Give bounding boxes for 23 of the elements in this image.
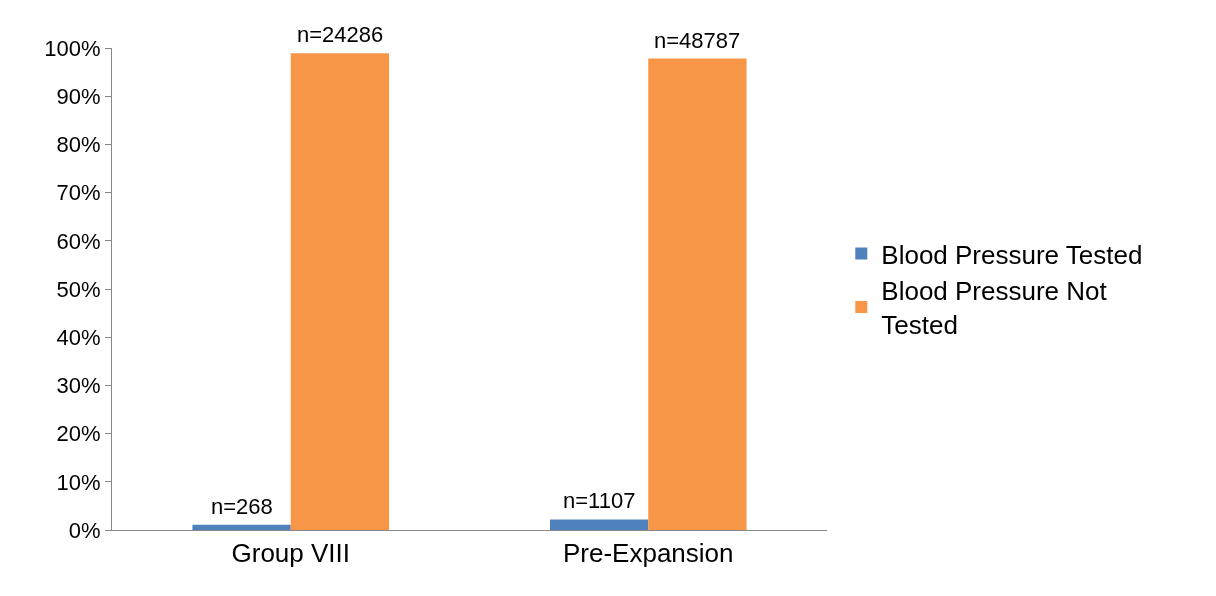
annotation: n=268 xyxy=(211,494,273,519)
y-tick-label: 70% xyxy=(56,180,101,206)
x-tick-label: Group VIII xyxy=(231,538,350,569)
annotation: n=24286 xyxy=(297,22,384,47)
y-tick-label: 80% xyxy=(56,132,101,158)
annotation: n=48787 xyxy=(654,28,741,53)
y-tick-label: 20% xyxy=(56,421,101,447)
y-tick-label: 50% xyxy=(56,276,101,302)
y-tick-label: 30% xyxy=(56,373,101,399)
x-tick-label: Pre-Expansion xyxy=(562,538,734,569)
legend-label: Blood Pressure Tested xyxy=(881,239,1143,270)
y-tick-label: 40% xyxy=(56,324,101,350)
bar xyxy=(549,519,649,530)
legend-label: Blood Pressure Not Tested xyxy=(881,276,1108,341)
y-tick-label: 90% xyxy=(56,83,101,109)
bar xyxy=(290,53,390,530)
annotation: n=1107 xyxy=(563,488,636,513)
bar xyxy=(648,58,747,530)
y-tick-label: 0% xyxy=(68,517,101,543)
bar xyxy=(192,524,291,530)
y-tick-label: 10% xyxy=(56,469,101,495)
y-tick-label: 100% xyxy=(44,35,101,61)
y-tick-label: 60% xyxy=(56,228,101,254)
